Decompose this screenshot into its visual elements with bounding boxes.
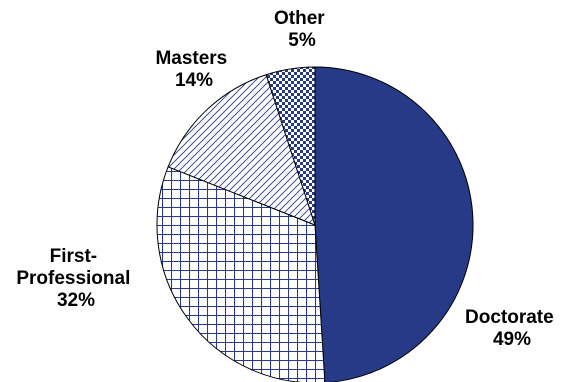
label-other: Other 5% bbox=[274, 8, 330, 51]
label-doctorate-percent: 49% bbox=[493, 329, 531, 350]
slice-other bbox=[265, 66, 316, 226]
label-first-professional-percent: 32% bbox=[57, 290, 95, 311]
label-first-professional-line2: Professional bbox=[16, 268, 130, 289]
label-masters-name: Masters bbox=[155, 48, 227, 69]
label-first-professional-line1: First- bbox=[50, 246, 98, 267]
label-other-name: Other bbox=[274, 8, 325, 29]
slice-labels: Doctorate 49% First- Professional 32% Ma… bbox=[16, 8, 559, 350]
label-doctorate-name: Doctorate bbox=[465, 307, 554, 328]
label-other-percent: 5% bbox=[288, 30, 316, 51]
label-masters: Masters 14% bbox=[155, 48, 232, 91]
slice-doctorate bbox=[314, 66, 474, 382]
label-masters-percent: 14% bbox=[175, 70, 213, 91]
label-first-professional: First- Professional 32% bbox=[16, 246, 135, 311]
label-doctorate: Doctorate 49% bbox=[465, 307, 559, 350]
slice-first-professional bbox=[156, 166, 326, 382]
pie-slices bbox=[156, 66, 474, 382]
